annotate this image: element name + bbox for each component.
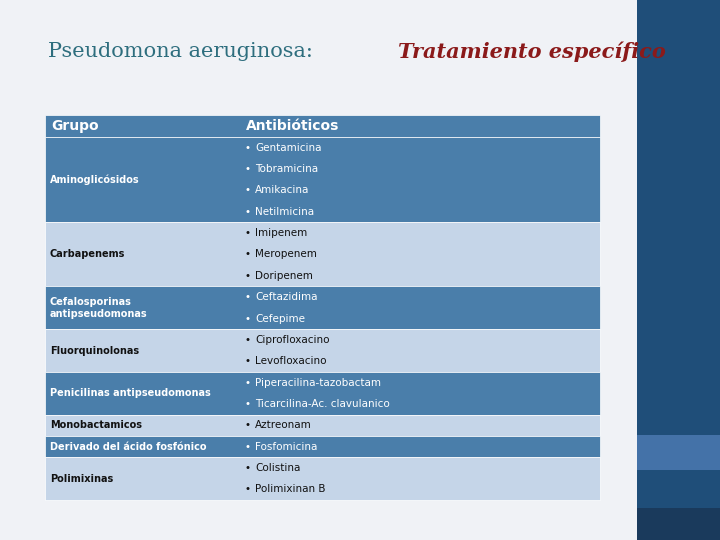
Text: •: • [245, 356, 251, 366]
Text: •: • [245, 463, 251, 473]
Text: •: • [245, 185, 251, 195]
Text: Antibióticos: Antibióticos [246, 119, 339, 133]
Text: •: • [245, 228, 251, 238]
Text: •: • [245, 399, 251, 409]
Text: Derivado del ácido fosfónico: Derivado del ácido fosfónico [50, 442, 207, 451]
Text: Amikacina: Amikacina [255, 185, 310, 195]
Text: Monobactamicos: Monobactamicos [50, 420, 142, 430]
Text: Ciprofloxacino: Ciprofloxacino [255, 335, 330, 345]
Bar [45, 436, 600, 457]
Text: Carbapenems: Carbapenems [50, 249, 125, 259]
Bar [45, 137, 600, 222]
Bar [45, 457, 600, 500]
Text: •: • [245, 271, 251, 281]
Bar [45, 372, 600, 415]
Text: Tobramicina: Tobramicina [255, 164, 318, 174]
Text: •: • [245, 442, 251, 451]
Text: Tratamiento específico: Tratamiento específico [398, 42, 666, 63]
Text: Doripenem: Doripenem [255, 271, 313, 281]
Bar [637, 435, 720, 470]
Text: Ticarcilina-Ac. clavulanico: Ticarcilina-Ac. clavulanico [255, 399, 390, 409]
Text: Piperacilina-tazobactam: Piperacilina-tazobactam [255, 377, 381, 388]
Text: Netilmicina: Netilmicina [255, 207, 314, 217]
Text: Ceftazidima: Ceftazidima [255, 292, 318, 302]
Text: •: • [245, 143, 251, 153]
Text: Aminoglicósidos: Aminoglicósidos [50, 174, 140, 185]
Text: Grupo: Grupo [51, 119, 99, 133]
Text: Fluorquinolonas: Fluorquinolonas [50, 346, 139, 355]
Text: Cefalosporinas
antipseudomonas: Cefalosporinas antipseudomonas [50, 297, 148, 319]
Text: •: • [245, 207, 251, 217]
Text: Penicilinas antipseudomonas: Penicilinas antipseudomonas [50, 388, 211, 398]
Text: •: • [245, 377, 251, 388]
Text: Aztreonam: Aztreonam [255, 420, 312, 430]
Text: •: • [245, 484, 251, 494]
Bar [637, 0, 720, 540]
Text: Imipenem: Imipenem [255, 228, 307, 238]
Bar [45, 329, 600, 372]
Text: Meropenem: Meropenem [255, 249, 317, 259]
Text: •: • [245, 249, 251, 259]
Text: •: • [245, 314, 251, 323]
Text: •: • [245, 164, 251, 174]
Text: Fosfomicina: Fosfomicina [255, 442, 318, 451]
Text: Pseudomona aeruginosa:: Pseudomona aeruginosa: [48, 42, 320, 61]
Bar [637, 508, 720, 540]
Text: •: • [245, 420, 251, 430]
Text: Polimixinan B: Polimixinan B [255, 484, 325, 494]
Text: •: • [245, 335, 251, 345]
Text: Levofloxacino: Levofloxacino [255, 356, 326, 366]
Text: Gentamicina: Gentamicina [255, 143, 322, 153]
Text: •: • [245, 292, 251, 302]
Bar [45, 287, 600, 329]
Text: Colistina: Colistina [255, 463, 300, 473]
Bar [45, 222, 600, 287]
Bar [45, 115, 600, 137]
Bar [45, 415, 600, 436]
Text: Cefepime: Cefepime [255, 314, 305, 323]
Text: Polimixinas: Polimixinas [50, 474, 113, 484]
